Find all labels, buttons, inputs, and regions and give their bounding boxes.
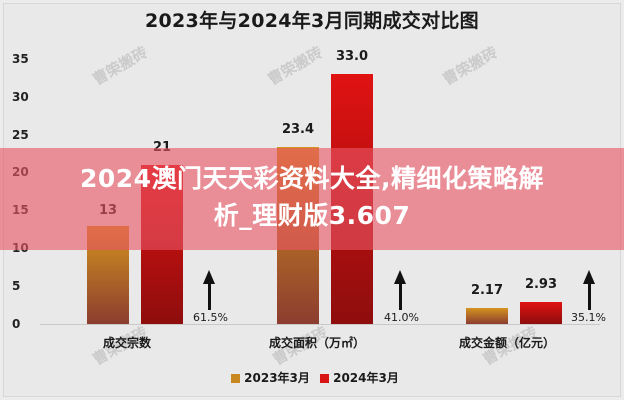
overlay-line-2: 析_理财版3.607: [213, 201, 411, 230]
up-arrow-icon: [583, 270, 595, 284]
y-tick: 30: [12, 90, 29, 104]
y-tick: 25: [12, 128, 29, 142]
up-arrow-icon: [399, 282, 402, 310]
up-arrow-icon: [394, 270, 406, 284]
value-label: 23.4: [281, 122, 315, 137]
category-label: 成交面积（万㎡）: [268, 336, 365, 350]
category-label: 成交宗数: [102, 336, 151, 350]
category-label: 成交金额（亿元）: [458, 336, 555, 350]
y-tick: 0: [12, 317, 21, 331]
overlay-banner: [0, 148, 624, 250]
bar-2023-amount: [466, 308, 508, 324]
value-label: 2.93: [524, 277, 558, 292]
value-label: 2.17: [470, 283, 504, 298]
legend-swatch-2023: [231, 374, 241, 383]
chart-title: 2023年与2024年3月同期成交对比图: [145, 10, 479, 32]
y-tick: 5: [12, 279, 21, 293]
x-axis-line: [40, 324, 600, 325]
growth-label: 61.5%: [193, 311, 228, 324]
legend: 2023年3月 2024年3月: [0, 369, 624, 386]
legend-label-2023: 2023年3月: [244, 371, 310, 385]
bar-2024-amount: [520, 302, 562, 324]
up-arrow-icon: [208, 282, 211, 310]
growth-label: 35.1%: [571, 311, 606, 324]
overlay-text: 2024澳门天天彩资料大全,精细化策略解 析_理财版3.607: [0, 160, 624, 234]
legend-swatch-2024: [320, 374, 330, 383]
y-tick: 35: [12, 52, 29, 66]
legend-label-2024: 2024年3月: [333, 371, 399, 385]
up-arrow-icon: [588, 282, 591, 310]
overlay-line-1: 2024澳门天天彩资料大全,精细化策略解: [79, 164, 545, 193]
growth-label: 41.0%: [384, 311, 419, 324]
value-label: 33.0: [335, 49, 369, 64]
up-arrow-icon: [203, 270, 215, 284]
